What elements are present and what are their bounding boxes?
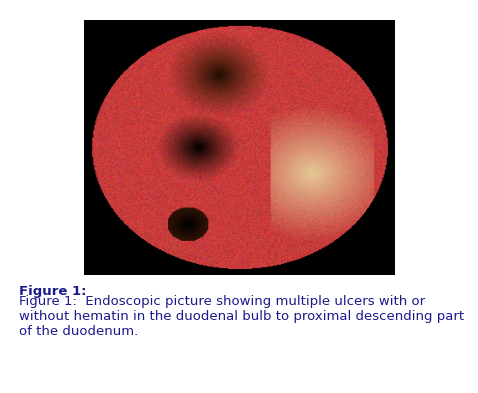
Text: Figure 1:: Figure 1: [19,285,87,298]
Text: Figure 1:  Endoscopic picture showing multiple ulcers with or
without hematin in: Figure 1: Endoscopic picture showing mul… [19,295,464,338]
